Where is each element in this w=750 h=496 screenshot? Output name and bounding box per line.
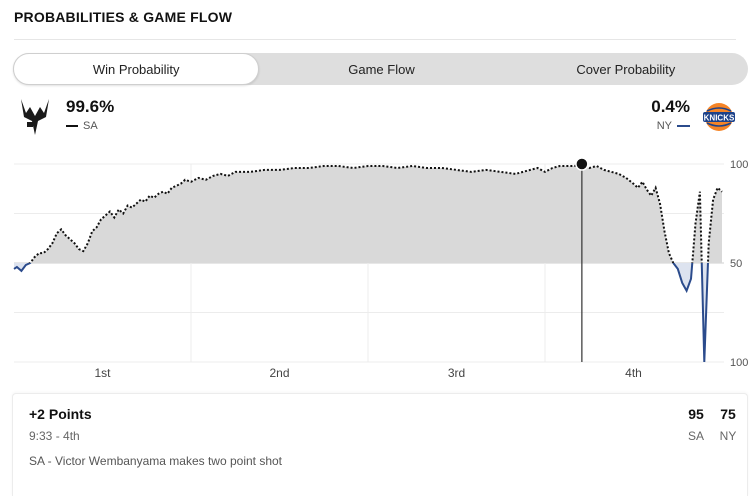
quarter-label-2nd: 2nd	[269, 366, 289, 380]
play-detail-card[interactable]: +2 Points 9:33 - 4th SA - Victor Wembany…	[12, 393, 748, 496]
solid-line-key	[677, 125, 690, 127]
away-score-abbr: NY	[719, 429, 737, 443]
section-title: PROBABILITIES & GAME FLOW	[14, 9, 233, 25]
away-win-probability: 0.4%	[651, 97, 690, 116]
tab-win-probability[interactable]: Win Probability	[13, 53, 260, 85]
home-score: 95	[688, 406, 704, 422]
home-abbr: SA	[83, 120, 98, 132]
away-score: 75	[720, 406, 736, 422]
home-team-summary: 99.6% SA	[18, 97, 114, 141]
tab-game-flow[interactable]: Game Flow	[348, 61, 415, 77]
tab-bar: Win Probability Game Flow Cover Probabil…	[13, 53, 748, 85]
away-team-summary: 0.4% NY KNICKS	[651, 97, 738, 141]
knicks-logo-icon: KNICKS	[703, 103, 735, 131]
home-legend: SA	[66, 120, 114, 132]
y-axis-label-mid: 50	[730, 258, 742, 270]
win-probability-chart: 100 50 100 1st 2nd 3rd 4th	[13, 157, 748, 380]
home-advantage-area	[14, 164, 722, 263]
quarter-label-4th: 4th	[625, 366, 642, 380]
home-win-probability: 99.6%	[66, 97, 115, 116]
away-legend: NY	[657, 120, 690, 132]
y-axis-label-bottom: 100	[730, 357, 748, 369]
tab-cover-probability[interactable]: Cover Probability	[576, 61, 676, 77]
quarter-label-3rd: 3rd	[448, 366, 465, 380]
play-time: 9:33 - 4th	[29, 429, 80, 443]
play-description: SA - Victor Wembanyama makes two point s…	[29, 454, 283, 468]
dotted-line-key	[66, 125, 78, 127]
selected-play-marker-dot[interactable]	[575, 157, 589, 171]
spurs-logo-icon	[21, 99, 49, 135]
svg-text:KNICKS: KNICKS	[704, 114, 735, 123]
title-divider	[14, 39, 736, 40]
home-score-abbr: SA	[687, 429, 704, 443]
quarter-label-1st: 1st	[94, 366, 111, 380]
y-axis-label-top: 100	[730, 159, 748, 171]
play-title: +2 Points	[29, 406, 92, 422]
away-abbr: NY	[656, 120, 672, 132]
